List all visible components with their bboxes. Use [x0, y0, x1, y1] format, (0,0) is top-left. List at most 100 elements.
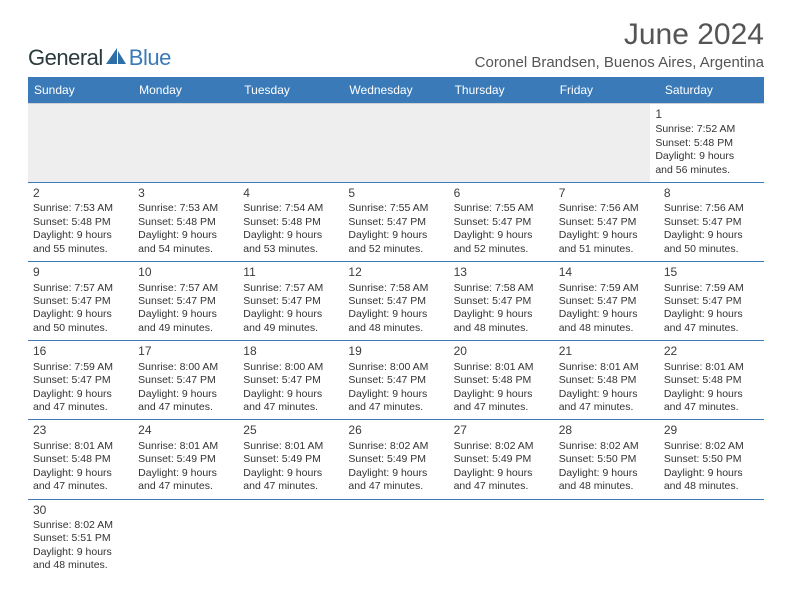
- day-info-line: Daylight: 9 hours: [33, 388, 128, 401]
- day-number: 6: [454, 186, 549, 201]
- day-number: 16: [33, 344, 128, 359]
- day-info-line: Sunset: 5:47 PM: [664, 216, 759, 229]
- day-info-line: Sunrise: 7:53 AM: [138, 202, 233, 215]
- calendar-day-cell: 8Sunrise: 7:56 AMSunset: 5:47 PMDaylight…: [659, 183, 764, 261]
- day-info-line: Sunrise: 7:59 AM: [559, 282, 654, 295]
- day-info-line: Daylight: 9 hours: [138, 388, 233, 401]
- day-info-line: Daylight: 9 hours: [33, 308, 128, 321]
- day-info-line: Sunset: 5:48 PM: [33, 216, 128, 229]
- day-number: 15: [664, 265, 759, 280]
- day-info-line: Sunrise: 8:02 AM: [348, 440, 443, 453]
- day-info-line: Sunset: 5:47 PM: [33, 374, 128, 387]
- day-info-line: Sunrise: 7:52 AM: [655, 123, 759, 136]
- day-info-line: and 48 minutes.: [664, 480, 759, 493]
- day-info-line: Sunrise: 7:53 AM: [33, 202, 128, 215]
- day-info-line: and 47 minutes.: [33, 480, 128, 493]
- day-number: 13: [454, 265, 549, 280]
- day-number: 26: [348, 423, 443, 438]
- day-info-line: Daylight: 9 hours: [655, 150, 759, 163]
- weekday-header-row: SundayMondayTuesdayWednesdayThursdayFrid…: [28, 77, 764, 103]
- day-info-line: and 48 minutes.: [348, 322, 443, 335]
- day-info-line: Daylight: 9 hours: [243, 308, 338, 321]
- calendar-day-cell: 30Sunrise: 8:02 AMSunset: 5:51 PMDayligh…: [28, 500, 133, 578]
- day-number: 27: [454, 423, 549, 438]
- day-info-line: Sunset: 5:47 PM: [243, 374, 338, 387]
- day-info-line: Sunset: 5:47 PM: [559, 216, 654, 229]
- day-info-line: Sunset: 5:51 PM: [33, 532, 128, 545]
- day-number: 7: [559, 186, 654, 201]
- calendar-week: 9Sunrise: 7:57 AMSunset: 5:47 PMDaylight…: [28, 262, 764, 341]
- day-info-line: and 54 minutes.: [138, 243, 233, 256]
- day-info-line: and 47 minutes.: [348, 480, 443, 493]
- day-info-line: Sunrise: 7:57 AM: [138, 282, 233, 295]
- calendar-empty-cell: [339, 104, 443, 182]
- calendar-day-cell: 1Sunrise: 7:52 AMSunset: 5:48 PMDaylight…: [650, 104, 764, 182]
- day-info-line: Sunset: 5:47 PM: [33, 295, 128, 308]
- calendar-day-cell: 26Sunrise: 8:02 AMSunset: 5:49 PMDayligh…: [343, 420, 448, 498]
- day-info-line: Sunset: 5:47 PM: [138, 374, 233, 387]
- calendar-day-cell: 16Sunrise: 7:59 AMSunset: 5:47 PMDayligh…: [28, 341, 133, 419]
- day-info-line: Sunrise: 8:01 AM: [664, 361, 759, 374]
- day-info-line: Sunset: 5:47 PM: [348, 216, 443, 229]
- day-info-line: Sunrise: 8:02 AM: [33, 519, 128, 532]
- day-info-line: Sunrise: 7:54 AM: [243, 202, 338, 215]
- day-info-line: Sunrise: 8:01 AM: [138, 440, 233, 453]
- weekday-header: Thursday: [449, 77, 554, 103]
- day-info-line: Sunset: 5:47 PM: [559, 295, 654, 308]
- day-number: 9: [33, 265, 128, 280]
- calendar-empty-cell: [133, 500, 238, 578]
- calendar-day-cell: 25Sunrise: 8:01 AMSunset: 5:49 PMDayligh…: [238, 420, 343, 498]
- day-info-line: and 51 minutes.: [559, 243, 654, 256]
- calendar-week: 30Sunrise: 8:02 AMSunset: 5:51 PMDayligh…: [28, 500, 764, 578]
- day-number: 8: [664, 186, 759, 201]
- day-info-line: Daylight: 9 hours: [559, 388, 654, 401]
- weeks-container: 1Sunrise: 7:52 AMSunset: 5:48 PMDaylight…: [28, 103, 764, 578]
- day-info-line: and 47 minutes.: [243, 401, 338, 414]
- calendar-empty-cell: [449, 500, 554, 578]
- day-number: 18: [243, 344, 338, 359]
- day-number: 11: [243, 265, 338, 280]
- calendar-day-cell: 3Sunrise: 7:53 AMSunset: 5:48 PMDaylight…: [133, 183, 238, 261]
- day-info-line: Sunrise: 8:02 AM: [454, 440, 549, 453]
- day-info-line: Sunset: 5:48 PM: [33, 453, 128, 466]
- weekday-header: Monday: [133, 77, 238, 103]
- day-number: 19: [348, 344, 443, 359]
- day-info-line: Sunrise: 7:56 AM: [559, 202, 654, 215]
- day-info-line: and 55 minutes.: [33, 243, 128, 256]
- day-info-line: and 50 minutes.: [33, 322, 128, 335]
- day-info-line: Sunset: 5:47 PM: [348, 374, 443, 387]
- day-info-line: Daylight: 9 hours: [348, 388, 443, 401]
- location-subtitle: Coronel Brandsen, Buenos Aires, Argentin…: [475, 54, 764, 71]
- calendar-day-cell: 22Sunrise: 8:01 AMSunset: 5:48 PMDayligh…: [659, 341, 764, 419]
- day-number: 12: [348, 265, 443, 280]
- calendar-day-cell: 28Sunrise: 8:02 AMSunset: 5:50 PMDayligh…: [554, 420, 659, 498]
- calendar-empty-cell: [235, 104, 339, 182]
- day-info-line: Sunset: 5:48 PM: [664, 374, 759, 387]
- day-info-line: and 49 minutes.: [138, 322, 233, 335]
- day-info-line: Sunset: 5:48 PM: [454, 374, 549, 387]
- day-info-line: and 56 minutes.: [655, 164, 759, 177]
- day-info-line: Daylight: 9 hours: [138, 229, 233, 242]
- day-number: 24: [138, 423, 233, 438]
- logo: General Blue: [28, 45, 171, 71]
- day-number: 20: [454, 344, 549, 359]
- day-info-line: Sunrise: 7:55 AM: [454, 202, 549, 215]
- day-info-line: and 47 minutes.: [348, 401, 443, 414]
- day-info-line: and 48 minutes.: [559, 322, 654, 335]
- calendar-week: 1Sunrise: 7:52 AMSunset: 5:48 PMDaylight…: [28, 103, 764, 183]
- calendar-empty-cell: [132, 104, 236, 182]
- day-number: 22: [664, 344, 759, 359]
- calendar-day-cell: 20Sunrise: 8:01 AMSunset: 5:48 PMDayligh…: [449, 341, 554, 419]
- day-info-line: Daylight: 9 hours: [664, 467, 759, 480]
- day-info-line: Sunrise: 8:01 AM: [33, 440, 128, 453]
- day-info-line: Sunrise: 7:58 AM: [454, 282, 549, 295]
- day-info-line: and 53 minutes.: [243, 243, 338, 256]
- calendar-empty-cell: [547, 104, 651, 182]
- day-info-line: Daylight: 9 hours: [348, 467, 443, 480]
- day-number: 2: [33, 186, 128, 201]
- day-number: 4: [243, 186, 338, 201]
- day-number: 17: [138, 344, 233, 359]
- day-info-line: Daylight: 9 hours: [243, 467, 338, 480]
- day-info-line: Daylight: 9 hours: [664, 229, 759, 242]
- day-info-line: and 47 minutes.: [664, 401, 759, 414]
